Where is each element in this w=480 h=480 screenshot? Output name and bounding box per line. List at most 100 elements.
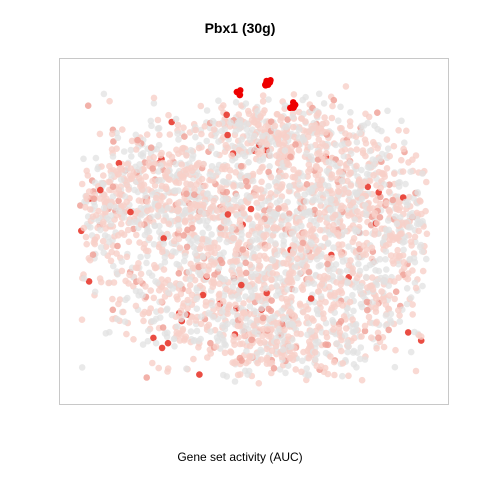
cell-point [203, 107, 211, 114]
cell-point [282, 123, 290, 131]
cell-point [270, 365, 278, 372]
cell-point [307, 295, 315, 302]
cell-point [387, 319, 395, 326]
high-activity-point [237, 87, 244, 94]
cell-point [384, 217, 392, 224]
cell-point [150, 294, 158, 302]
cell-point [265, 182, 272, 190]
cell-point [258, 139, 265, 146]
cell-point [354, 208, 361, 215]
cell-point [344, 339, 351, 346]
cell-point [314, 288, 322, 295]
cell-point [400, 264, 408, 272]
cell-point [126, 175, 134, 183]
cell-point [216, 280, 223, 288]
cell-point [242, 100, 250, 107]
cell-point [254, 359, 261, 367]
cell-point [342, 325, 350, 332]
cell-point [382, 312, 390, 319]
cell-point [343, 267, 351, 274]
cell-point [127, 146, 135, 154]
cell-point [345, 189, 353, 197]
cell-point [223, 111, 230, 119]
cell-point [260, 325, 267, 333]
cell-point [189, 152, 197, 159]
cell-point [248, 223, 256, 230]
cell-point [156, 228, 163, 236]
cell-point [396, 318, 404, 325]
cell-point [185, 287, 192, 295]
cell-point [243, 347, 250, 355]
cell-point [254, 330, 262, 338]
cell-point [410, 195, 417, 202]
cell-point [155, 243, 163, 251]
cell-point [417, 219, 425, 226]
cell-point [291, 263, 299, 271]
cell-point [335, 245, 343, 253]
cell-point [403, 285, 411, 292]
cell-point [262, 245, 269, 252]
cell-point [327, 353, 334, 360]
cell-point [281, 205, 289, 212]
cell-point [364, 183, 372, 191]
cell-point [80, 275, 88, 282]
cell-point [357, 344, 365, 351]
cell-point [240, 300, 247, 307]
cell-point [244, 172, 251, 180]
cell-point [266, 265, 273, 272]
cell-point [313, 306, 321, 313]
cell-point [82, 233, 90, 241]
cell-point [105, 178, 112, 186]
cell-point [316, 226, 324, 234]
cell-point [229, 263, 236, 271]
cell-point [137, 177, 145, 184]
cell-point [301, 191, 308, 198]
cell-point [387, 252, 395, 259]
cell-point [109, 315, 116, 323]
cell-point [252, 184, 259, 192]
cell-point [211, 271, 218, 279]
cell-point [356, 355, 364, 363]
cell-point [131, 186, 138, 194]
cell-point [110, 262, 117, 270]
cell-point [411, 279, 419, 287]
cell-point [245, 283, 252, 291]
cell-point [333, 340, 341, 347]
cell-point [181, 133, 188, 140]
cell-point [90, 195, 98, 203]
cell-point [159, 324, 167, 331]
cell-point [242, 269, 250, 277]
cell-point [231, 360, 238, 367]
cell-point [193, 305, 201, 312]
cell-point [349, 291, 356, 299]
cell-point [178, 148, 186, 156]
cell-point [302, 198, 310, 205]
cell-point [281, 251, 289, 258]
cell-point [172, 160, 180, 168]
cell-point [122, 277, 129, 285]
cell-point [257, 194, 265, 202]
cell-point [390, 260, 397, 267]
cell-point [191, 276, 199, 284]
cell-point [323, 254, 330, 261]
cell-point [138, 211, 145, 219]
cell-point [361, 327, 369, 335]
cell-point [290, 91, 298, 98]
cell-point [360, 242, 368, 249]
cell-point [338, 202, 345, 210]
cell-point [305, 372, 312, 379]
cell-point [307, 343, 315, 350]
cell-point [170, 335, 178, 343]
cell-point [313, 362, 320, 370]
cell-point [284, 286, 291, 293]
cell-point [305, 268, 313, 276]
cell-point [299, 96, 306, 104]
cell-point [285, 255, 292, 263]
cell-point [285, 222, 292, 229]
cell-point [378, 288, 385, 295]
cell-point [183, 152, 190, 159]
cell-point [149, 165, 156, 172]
cell-point [299, 357, 306, 365]
cell-point [380, 297, 388, 304]
cell-point [87, 206, 94, 213]
